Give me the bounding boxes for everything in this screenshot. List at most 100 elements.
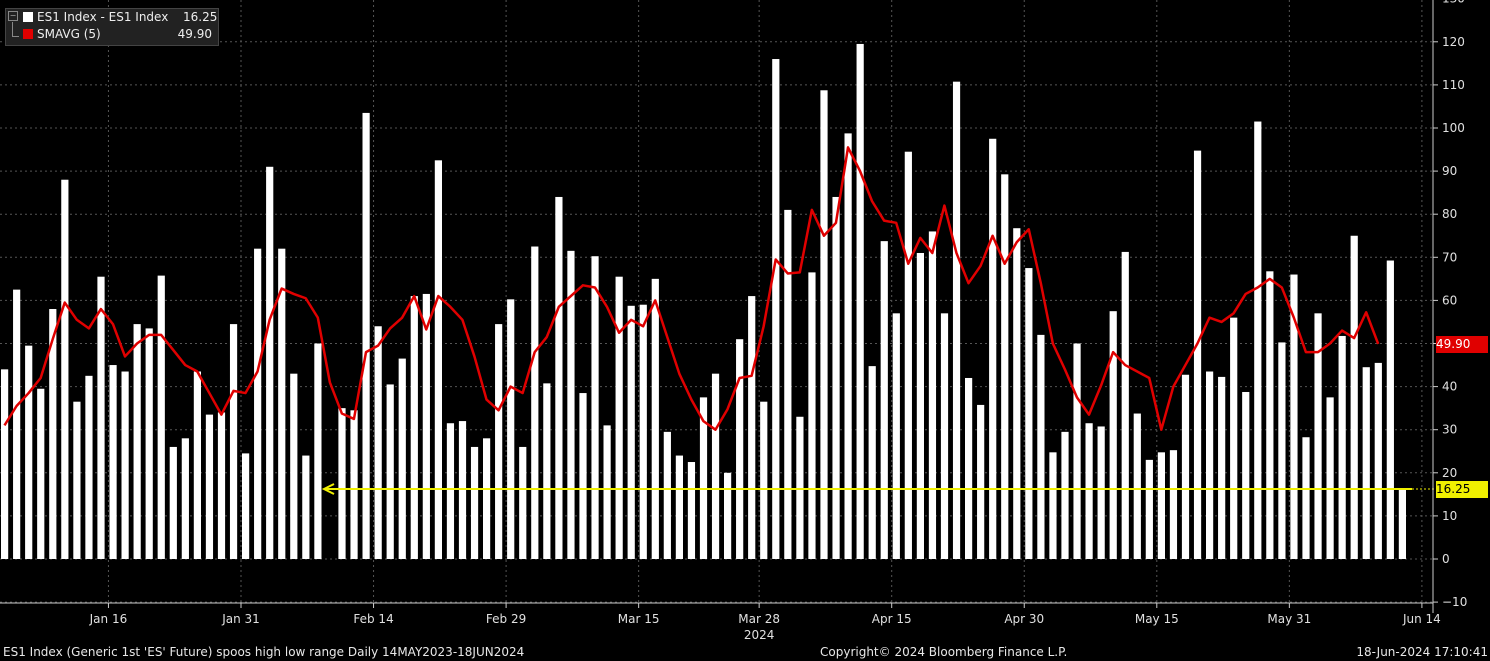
bar: [278, 248, 286, 559]
bar: [796, 416, 804, 559]
bar: [1037, 334, 1045, 559]
bar: [639, 304, 647, 559]
bar: [543, 383, 551, 559]
bar: [181, 438, 189, 559]
bar: [434, 160, 442, 559]
x-tick-label: Mar 15: [618, 612, 660, 626]
bar: [892, 313, 900, 559]
bar: [1278, 342, 1286, 559]
bar: [1193, 150, 1202, 559]
bar: [965, 377, 973, 559]
bar: [1302, 437, 1310, 559]
bar: [193, 371, 201, 559]
bar: [1181, 374, 1190, 559]
bar: [977, 404, 985, 559]
bar: [591, 256, 599, 559]
bar: [49, 309, 57, 559]
bar: [820, 90, 828, 559]
bar: [1145, 459, 1153, 559]
bar: [856, 43, 864, 559]
bar: [1374, 362, 1382, 559]
bar: [1362, 367, 1370, 559]
y-tick-label: 130: [1442, 0, 1465, 6]
bar: [603, 425, 611, 559]
bar: [217, 412, 226, 559]
sma-last-value-tag: 49.90: [1436, 335, 1488, 353]
legend-item-bars[interactable]: ES1 Index - ES1 Index 16.25: [6, 9, 218, 26]
bar: [121, 371, 129, 559]
bar: [290, 373, 298, 559]
bar: [772, 59, 780, 559]
bar: [145, 328, 153, 559]
bar: [904, 151, 912, 559]
bar: [169, 446, 177, 559]
legend-value: 49.90: [177, 27, 212, 41]
legend-swatch-white: [23, 12, 33, 22]
bar: [133, 324, 141, 559]
x-tick-label: Jan 16: [89, 612, 128, 626]
bar: [386, 384, 394, 559]
x-tick-label: May 31: [1267, 612, 1311, 626]
bar: [338, 408, 346, 559]
x-tick-label: Apr 15: [872, 612, 912, 626]
bar: [1085, 423, 1093, 559]
legend-label: SMAVG (5): [37, 27, 101, 41]
y-tick-label: 0: [1442, 552, 1450, 566]
last-value-tag: 16.25: [1436, 480, 1488, 498]
bar: [109, 365, 117, 559]
footer-timestamp: 18-Jun-2024 17:10:41: [1356, 645, 1488, 659]
bar: [362, 112, 370, 559]
x-axis: Jan 16 Jan 31 Feb 14 Feb 29 Mar 15 Mar 28 Apr …: [0, 602, 1441, 642]
bar: [25, 345, 33, 559]
collapse-icon[interactable]: −: [8, 11, 18, 21]
bar: [470, 446, 479, 559]
bar: [1386, 260, 1394, 559]
bar: [37, 388, 45, 559]
x-tick-label: Feb 14: [353, 612, 393, 626]
y-axis: −100102030405060708090100110120130: [1432, 0, 1467, 613]
legend-item-sma[interactable]: SMAVG (5) 49.90: [6, 26, 218, 43]
bar: [1001, 174, 1009, 559]
bar: [760, 401, 768, 559]
bar: [724, 472, 732, 559]
bar: [483, 438, 491, 559]
x-tick-label: Apr 30: [1004, 612, 1044, 626]
bar: [519, 446, 527, 559]
bar: [844, 133, 852, 559]
bar: [627, 305, 635, 559]
bar: [579, 393, 587, 559]
bar: [868, 366, 876, 559]
footer-copyright: Copyright© 2024 Bloomberg Finance L.P.: [820, 645, 1068, 659]
bar: [1013, 228, 1021, 559]
tree-connector: [12, 22, 19, 37]
x-tick-label: Feb 29: [486, 612, 526, 626]
bar: [350, 410, 358, 559]
bar: [663, 431, 671, 559]
bar: [1061, 431, 1069, 559]
bar: [567, 250, 575, 559]
y-tick-label: 80: [1442, 207, 1457, 221]
bar: [1121, 251, 1129, 559]
bar: [808, 272, 816, 559]
bar: [398, 358, 406, 559]
bar: [1049, 452, 1057, 559]
bar: [1133, 413, 1141, 559]
bar: [507, 299, 515, 559]
bar: [940, 313, 949, 559]
bar: [13, 289, 21, 559]
y-tick-label: 20: [1442, 466, 1457, 480]
y-tick-label: 10: [1442, 509, 1457, 523]
sma-line: [3, 146, 1380, 431]
bar: [989, 138, 997, 559]
bar: [1254, 121, 1262, 559]
bar: [1338, 335, 1346, 559]
bar: [458, 421, 467, 559]
bar: [410, 296, 418, 559]
bar: [1290, 274, 1298, 559]
bar: [266, 166, 274, 560]
bar: [1218, 376, 1226, 559]
bar: [1350, 235, 1358, 559]
bar: [1266, 271, 1274, 559]
bar: [880, 241, 888, 559]
